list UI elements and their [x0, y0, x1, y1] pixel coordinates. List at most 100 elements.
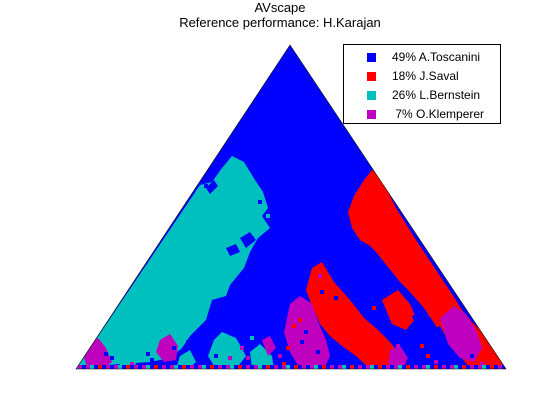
bottom-speckle-163 [446, 365, 450, 369]
legend-label-klemperer: 7% O.Klemperer [392, 107, 485, 121]
speckle-27 [298, 318, 302, 322]
speckle-54 [372, 306, 376, 310]
bottom-speckle-112 [242, 365, 246, 369]
legend-swatch-klemperer [367, 110, 376, 119]
bottom-speckle-133 [326, 365, 330, 369]
speckle-48 [470, 354, 474, 358]
bottom-speckle-95 [174, 365, 178, 369]
bottom-speckle-174 [490, 365, 494, 369]
legend-label-toscanini: 49% A.Toscanini [392, 50, 481, 64]
bottom-speckle-92 [162, 365, 166, 369]
bottom-speckle-83 [126, 365, 130, 369]
speckle-56 [352, 262, 356, 266]
bottom-speckle-125 [294, 365, 298, 369]
region-klemperer-16 [440, 306, 482, 362]
bottom-speckle-130 [314, 365, 318, 369]
speckle-34 [246, 356, 250, 360]
speckle-63 [120, 348, 124, 352]
legend-label-bernstein: 26% L.Bernstein [392, 88, 481, 102]
speckle-68 [300, 340, 304, 344]
bottom-speckle-120 [274, 365, 278, 369]
speckle-45 [434, 360, 438, 364]
bottom-speckle-80 [114, 365, 118, 369]
speckle-42 [130, 362, 134, 366]
speckle-51 [400, 338, 404, 342]
bottom-speckle-169 [470, 365, 474, 369]
speckle-22 [204, 184, 208, 188]
region-klemperer-19 [388, 346, 408, 369]
speckle-55 [340, 250, 344, 254]
bottom-speckle-151 [398, 365, 402, 369]
bottom-speckle-78 [106, 365, 110, 369]
speckle-65 [236, 332, 240, 336]
bottom-speckle-177 [502, 365, 506, 369]
bottom-speckle-119 [270, 365, 274, 369]
speckle-23 [316, 268, 320, 272]
bottom-speckle-145 [374, 365, 378, 369]
bottom-speckle-142 [362, 365, 366, 369]
bottom-speckle-143 [366, 365, 370, 369]
bottom-speckle-97 [182, 365, 186, 369]
bottom-speckle-103 [206, 365, 210, 369]
region-bernstein-1 [76, 156, 270, 369]
bottom-speckle-77 [102, 365, 106, 369]
bottom-speckle-114 [250, 365, 254, 369]
bottom-speckle-109 [230, 365, 234, 369]
bottom-speckle-123 [286, 365, 290, 369]
speckle-28 [292, 324, 296, 328]
bottom-speckle-117 [262, 365, 266, 369]
speckle-60 [266, 214, 270, 218]
region-bernstein-6 [250, 344, 274, 369]
bottom-speckle-160 [434, 365, 438, 369]
bottom-speckle-159 [430, 365, 434, 369]
bottom-speckle-138 [346, 365, 350, 369]
bottom-speckle-118 [266, 365, 270, 369]
legend-swatch-saval [367, 72, 376, 81]
bottom-speckle-166 [458, 365, 462, 369]
region-saval-10 [306, 262, 406, 369]
region-toscanini-2 [206, 180, 218, 194]
bottom-speckle-173 [486, 365, 490, 369]
bottom-speckle-93 [166, 365, 170, 369]
bottom-speckle-122 [282, 365, 286, 369]
speckle-70 [330, 328, 334, 332]
bottom-speckle-79 [110, 365, 114, 369]
bottom-speckle-106 [218, 365, 222, 369]
bottom-speckle-86 [138, 365, 142, 369]
bottom-speckle-105 [214, 365, 218, 369]
bottom-speckle-175 [494, 365, 498, 369]
bottom-speckle-74 [90, 365, 94, 369]
legend-item-toscanini: 49% A.Toscanini [344, 48, 502, 67]
bottom-speckle-134 [330, 365, 334, 369]
bottom-speckle-85 [134, 365, 138, 369]
bottom-speckle-129 [310, 365, 314, 369]
bottom-speckle-87 [142, 365, 146, 369]
bottom-speckle-82 [122, 365, 126, 369]
bottom-speckle-164 [450, 365, 454, 369]
speckle-32 [282, 362, 286, 366]
speckle-43 [420, 344, 424, 348]
bottom-speckle-162 [442, 365, 446, 369]
bottom-speckle-126 [298, 365, 302, 369]
legend-swatch-toscanini [367, 53, 376, 62]
bottom-speckle-158 [426, 365, 430, 369]
bottom-speckle-116 [258, 365, 262, 369]
speckle-33 [240, 346, 244, 350]
bottom-speckle-168 [466, 365, 470, 369]
speckle-24 [318, 274, 322, 278]
bottom-speckle-76 [98, 365, 102, 369]
bottom-speckle-131 [318, 365, 322, 369]
legend-item-klemperer: 7% O.Klemperer [344, 105, 502, 124]
speckle-26 [310, 296, 314, 300]
speckle-38 [146, 352, 150, 356]
bottom-speckle-171 [478, 365, 482, 369]
bottom-speckle-110 [234, 365, 238, 369]
bottom-speckle-170 [474, 365, 478, 369]
bottom-speckle-137 [342, 365, 346, 369]
speckle-62 [186, 340, 190, 344]
speckle-67 [262, 330, 266, 334]
bottom-speckle-104 [210, 365, 214, 369]
scape-regions [76, 45, 506, 369]
bottom-speckle-153 [406, 365, 410, 369]
